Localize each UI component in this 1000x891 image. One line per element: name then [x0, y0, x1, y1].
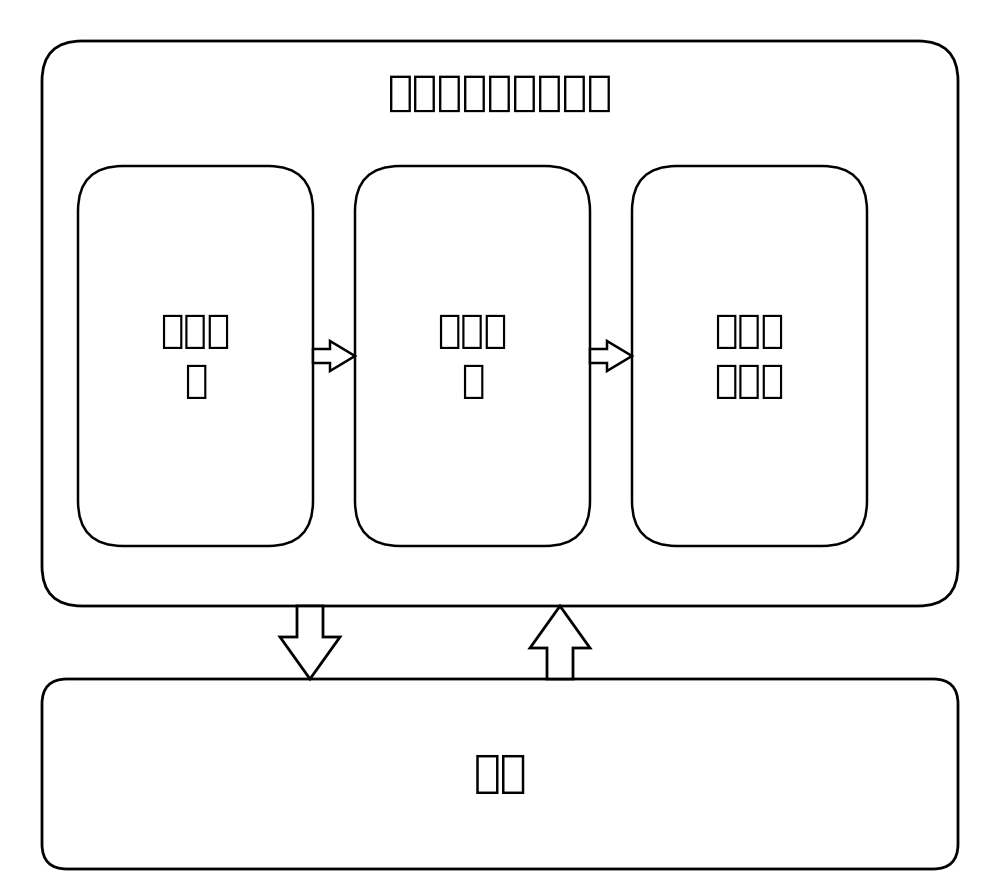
FancyBboxPatch shape — [42, 41, 958, 606]
Text: 储能系统热管理装置: 储能系统热管理装置 — [388, 72, 612, 114]
Polygon shape — [590, 341, 632, 371]
Polygon shape — [280, 606, 340, 679]
Polygon shape — [530, 606, 590, 679]
FancyBboxPatch shape — [632, 166, 867, 546]
FancyBboxPatch shape — [42, 679, 958, 869]
Text: 电池: 电池 — [473, 753, 527, 796]
FancyBboxPatch shape — [355, 166, 590, 546]
Text: 监测模
块: 监测模 块 — [160, 312, 231, 400]
FancyBboxPatch shape — [78, 166, 313, 546]
Polygon shape — [313, 341, 355, 371]
Text: 温度调
节模块: 温度调 节模块 — [714, 312, 785, 400]
Text: 控制模
块: 控制模 块 — [437, 312, 508, 400]
